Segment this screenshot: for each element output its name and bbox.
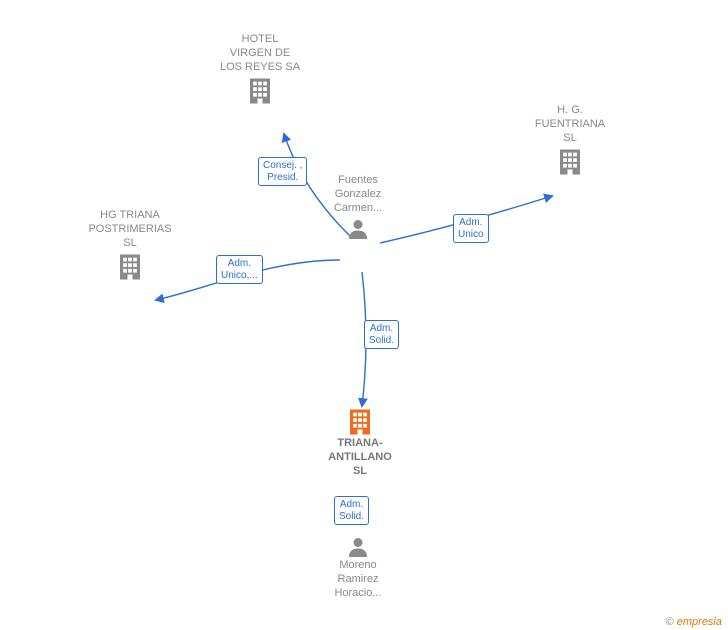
node-hotel_virgen[interactable]: HOTEL VIRGEN DE LOS REYES SA (215, 33, 305, 106)
node-hg_fuentriana[interactable]: H. G. FUENTRIANA SL (525, 104, 615, 177)
node-label: Fuentes Gonzalez Carmen... (323, 174, 393, 215)
network-diagram: HOTEL VIRGEN DE LOS REYES SA H. G. FUENT… (0, 0, 728, 630)
edge-label-fuentes_gonzalez-hg_fuentriana: Adm. Unico (453, 214, 489, 243)
edge-label-fuentes_gonzalez-hg_triana_post: Adm. Unico,... (216, 255, 263, 284)
node-label: H. G. FUENTRIANA SL (525, 104, 615, 145)
watermark: © empresia (666, 616, 722, 628)
brand-name: mpresia (683, 616, 722, 628)
node-triana_antillano[interactable]: TRIANA- ANTILLANO SL (320, 405, 400, 478)
node-label: Moreno Ramirez Horacio... (323, 559, 393, 600)
node-moreno_ramirez[interactable]: Moreno Ramirez Horacio... (323, 533, 393, 600)
edge-label-fuentes_gonzalez-triana_antillano: Adm. Solid. (364, 320, 399, 349)
node-label: HG TRIANA POSTRIMERIAS SL (80, 209, 180, 250)
edge-label-fuentes_gonzalez-hotel_virgen: Consej. , Presid. (258, 157, 307, 186)
node-hg_triana_post[interactable]: HG TRIANA POSTRIMERIAS SL (80, 209, 180, 282)
node-label: TRIANA- ANTILLANO SL (320, 437, 400, 478)
copyright-symbol: © (666, 616, 674, 628)
node-label: HOTEL VIRGEN DE LOS REYES SA (215, 33, 305, 74)
edge-label-moreno_ramirez-triana_antillano: Adm. Solid. (334, 496, 369, 525)
node-fuentes_gonzalez[interactable]: Fuentes Gonzalez Carmen... (323, 174, 393, 241)
